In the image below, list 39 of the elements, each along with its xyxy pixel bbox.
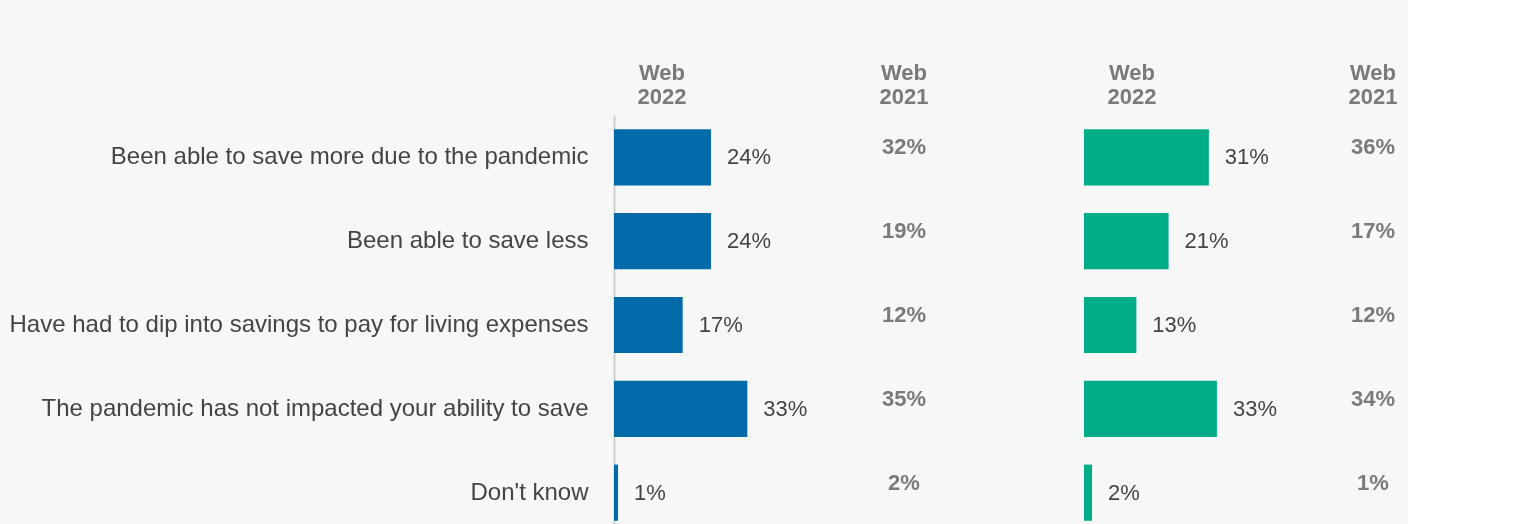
text: 19%	[881, 218, 927, 244]
text: 2%	[888, 469, 920, 495]
data-label: 24%	[726, 144, 772, 170]
bar	[614, 296, 683, 354]
text: 1%	[1357, 469, 1389, 495]
data-label: 2%	[1108, 479, 1140, 505]
text: 35%	[881, 385, 927, 411]
data-label: 1%	[634, 479, 666, 505]
y-tick-label: Been able to save less	[347, 226, 589, 254]
bar	[614, 464, 619, 521]
text: 12%	[1350, 302, 1396, 327]
y-tick-label: The pandemic has not impacted your ability to save	[41, 393, 589, 421]
text: 12%	[881, 302, 927, 327]
data-label: 33%	[1232, 395, 1277, 421]
text: 36%	[1350, 134, 1396, 160]
y-tick-label: Have had to dip into savings to pay for living expenses	[9, 310, 589, 337]
bar	[1084, 380, 1217, 437]
bar	[1084, 129, 1209, 186]
data-label: 13%	[1152, 312, 1197, 337]
data-label: 24%	[726, 228, 772, 254]
y-tick-label: Don't know	[470, 477, 590, 505]
bar	[1084, 464, 1093, 521]
bar	[1084, 213, 1169, 270]
bar	[1084, 296, 1137, 354]
text: 34%	[1350, 385, 1396, 411]
y-tick-label: Been able to save more due to the pandemic	[110, 142, 589, 170]
chart-title: Web 2022	[1107, 60, 1157, 109]
bar	[614, 380, 748, 437]
text: 32%	[881, 134, 927, 160]
bar	[614, 129, 711, 186]
data-label: 21%	[1184, 228, 1229, 254]
chart-title: Web 2022	[637, 60, 687, 109]
text: Web 2021	[1348, 60, 1398, 109]
data-label: 33%	[763, 395, 808, 421]
text: 17%	[1350, 218, 1396, 244]
text: Web 2021	[879, 60, 929, 109]
data-label: 17%	[698, 312, 743, 337]
data-label: 31%	[1224, 144, 1269, 170]
bar	[614, 213, 711, 270]
